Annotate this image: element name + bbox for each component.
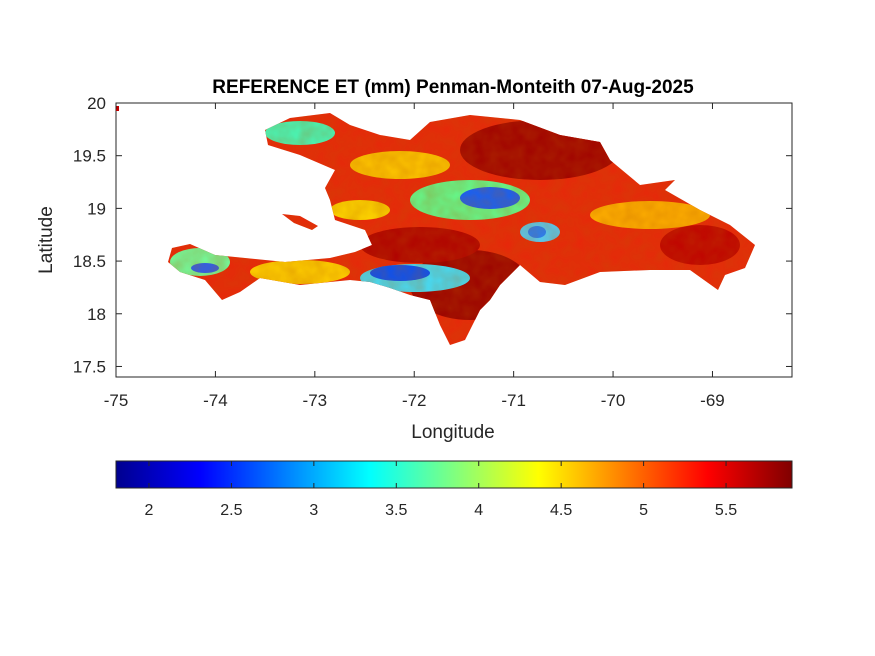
x-tick-label: -75 bbox=[104, 391, 129, 410]
x-tick-label: -70 bbox=[601, 391, 626, 410]
x-tick-label: -71 bbox=[501, 391, 526, 410]
colorbar-ticks: 2 2.5 3 3.5 4 4.5 5 5.5 bbox=[145, 461, 737, 519]
y-tick-label: 20 bbox=[87, 94, 106, 113]
y-tick-label: 19.5 bbox=[73, 147, 106, 166]
x-tick-label: -73 bbox=[303, 391, 328, 410]
islet bbox=[116, 106, 119, 111]
x-tick-label: -69 bbox=[700, 391, 725, 410]
y-tick-label: 19 bbox=[87, 199, 106, 218]
colorbar-tick-label: 2.5 bbox=[220, 502, 242, 519]
colorbar-tick-label: 3 bbox=[309, 502, 318, 519]
x-tick-label: -72 bbox=[402, 391, 427, 410]
x-axis-label: Longitude bbox=[411, 422, 494, 443]
y-axis-label: Latitude bbox=[36, 206, 57, 274]
colorbar-tick-label: 4 bbox=[474, 502, 483, 519]
x-tick-label: -74 bbox=[203, 391, 228, 410]
colorbar-tick-label: 2 bbox=[145, 502, 154, 519]
colorbar-tick-label: 5 bbox=[639, 502, 648, 519]
colorbar-tick-label: 3.5 bbox=[385, 502, 407, 519]
y-tick-label: 18 bbox=[87, 305, 106, 324]
colorbar-tick-label: 4.5 bbox=[550, 502, 572, 519]
chart-title: REFERENCE ET (mm) Penman-Monteith 07-Aug… bbox=[212, 77, 694, 98]
y-tick-label: 18.5 bbox=[73, 252, 106, 271]
y-tick-label: 17.5 bbox=[73, 357, 106, 376]
colorbar bbox=[115, 460, 793, 489]
y-axis: 17.5 18 18.5 19 19.5 20 bbox=[73, 94, 792, 376]
x-axis: -75 -74 -73 -72 -71 -70 -69 bbox=[104, 103, 725, 410]
colorbar-tick-label: 5.5 bbox=[715, 502, 737, 519]
